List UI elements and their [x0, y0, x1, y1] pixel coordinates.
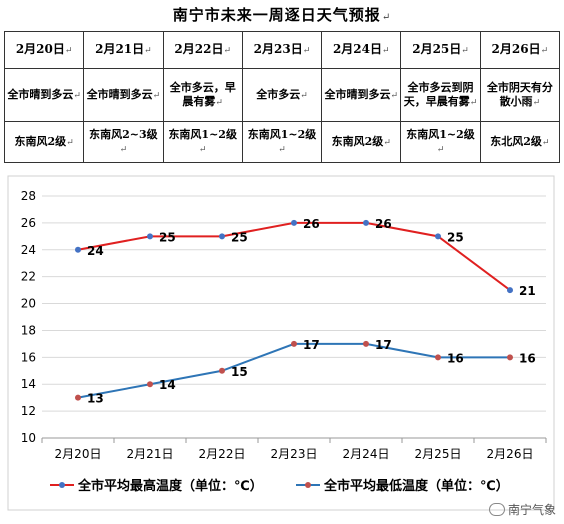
y-tick-label: 18 [21, 323, 36, 337]
x-tick-label: 2月21日 [127, 447, 174, 461]
y-tick-label: 24 [21, 243, 36, 257]
data-label: 16 [519, 351, 536, 365]
chart-grid [42, 195, 546, 439]
weather-row: 全市晴到多云↵ 全市晴到多云↵ 全市多云，早晨有雾↵ 全市多云↵ 全市晴到多云↵ 全市多云… [3, 68, 561, 122]
wind-row: 东南风2级↵ 东南风2~3级↵ 东南风1~2级↵ 东南风1~2级↵ 东南风2级↵ 东南风1… [3, 121, 561, 163]
weather-cell: 全市多云，早晨有雾↵ [162, 68, 243, 122]
wind-cell: 东南风1~2级↵ [162, 121, 243, 163]
weather-cell: 全市多云↵ [241, 68, 323, 122]
data-label: 26 [375, 217, 392, 231]
legend-marker [59, 482, 65, 488]
weather-cell: 全市晴到多云↵ [83, 68, 164, 122]
date-cell: 2月22日↵ [162, 31, 243, 69]
weather-cell: 全市晴到多云↵ [321, 68, 402, 122]
x-tick-label: 2月26日 [487, 447, 534, 461]
wechat-icon [488, 503, 505, 516]
chart-frame [7, 175, 555, 511]
date-row: 2月20日↵ 2月21日↵ 2月22日↵ 2月23日↵ 2月24日↵ 2月25日↵ 2月26… [3, 31, 561, 69]
y-tick-label: 22 [21, 270, 36, 284]
watermark: 南宁气象 [488, 501, 556, 518]
data-point [291, 340, 297, 347]
y-tick-label: 26 [21, 216, 36, 230]
data-label: 25 [447, 230, 464, 244]
data-label: 15 [231, 365, 248, 379]
data-point [507, 287, 513, 294]
y-axis-ticks: 10 12 14 16 18 20 22 24 26 28 [21, 189, 36, 445]
x-tick-label: 2月24日 [343, 447, 390, 461]
y-tick-label: 14 [21, 377, 36, 391]
data-point [363, 219, 369, 226]
data-label: 25 [159, 230, 176, 244]
page-title: 南宁市未来一周逐日天气预报↵ [172, 6, 392, 24]
data-point [75, 394, 81, 401]
data-point [291, 219, 297, 226]
wind-cell: 东北风2级↵ [479, 121, 561, 163]
wind-cell: 东南风2级↵ [3, 121, 85, 163]
forecast-table: 2月20日↵ 2月21日↵ 2月22日↵ 2月23日↵ 2月24日↵ 2月25日↵ 2月26… [3, 31, 561, 163]
data-point [219, 367, 225, 374]
date-cell: 2月21日↵ [83, 31, 164, 69]
y-tick-label: 12 [21, 404, 36, 418]
wind-cell: 东南风2级↵ [321, 121, 402, 163]
x-axis: 2月20日 2月21日 2月22日 2月23日 2月24日 2月25日 2月26日 [41, 437, 547, 461]
y-tick-label: 10 [21, 431, 36, 445]
date-cell: 2月25日↵ [400, 31, 481, 69]
data-point [75, 246, 81, 253]
data-point [219, 233, 225, 240]
y-tick-label: 16 [21, 350, 36, 364]
data-point [363, 340, 369, 347]
weather-cell: 全市多云到阴天，早晨有雾↵ [400, 68, 481, 122]
data-label: 25 [231, 230, 248, 244]
data-label: 16 [447, 351, 464, 365]
weather-cell: 全市阴天有分散小雨↵ [479, 68, 561, 122]
y-tick-label: 20 [21, 297, 36, 311]
x-tick-label: 2月25日 [415, 447, 462, 461]
x-tick-label: 2月22日 [199, 447, 246, 461]
series-line [77, 221, 511, 291]
wind-cell: 东南风1~2级↵ [241, 121, 323, 163]
legend-label: 全市平均最低温度（单位：℃） [323, 478, 509, 494]
series-line [77, 342, 510, 399]
data-label: 13 [87, 392, 104, 406]
data-label: 24 [87, 244, 104, 258]
x-tick-label: 2月20日 [55, 447, 102, 461]
data-label: 21 [519, 284, 536, 298]
data-label: 14 [159, 378, 176, 392]
wind-cell: 东南风2~3级↵ [83, 121, 164, 163]
legend-marker [305, 482, 311, 488]
x-tick-label: 2月23日 [271, 447, 318, 461]
date-cell: 2月24日↵ [321, 31, 402, 69]
data-label: 17 [375, 338, 392, 352]
data-label: 26 [303, 217, 320, 231]
data-point [435, 354, 441, 361]
data-point [507, 354, 513, 361]
data-point [147, 381, 153, 388]
data-point [435, 233, 441, 240]
chart-series: 24 25 25 26 26 25 21 13 14 15 17 17 16 16 [75, 217, 536, 406]
date-cell: 2月20日↵ [3, 31, 85, 69]
chart-legend: 全市平均最高温度（单位：℃） 全市平均最低温度（单位：℃） [50, 478, 509, 494]
data-label: 17 [303, 338, 320, 352]
data-point [147, 233, 153, 240]
legend-label: 全市平均最高温度（单位：℃） [77, 478, 263, 494]
wind-cell: 东南风1~2级↵ [400, 121, 481, 163]
y-tick-label: 28 [21, 189, 36, 203]
